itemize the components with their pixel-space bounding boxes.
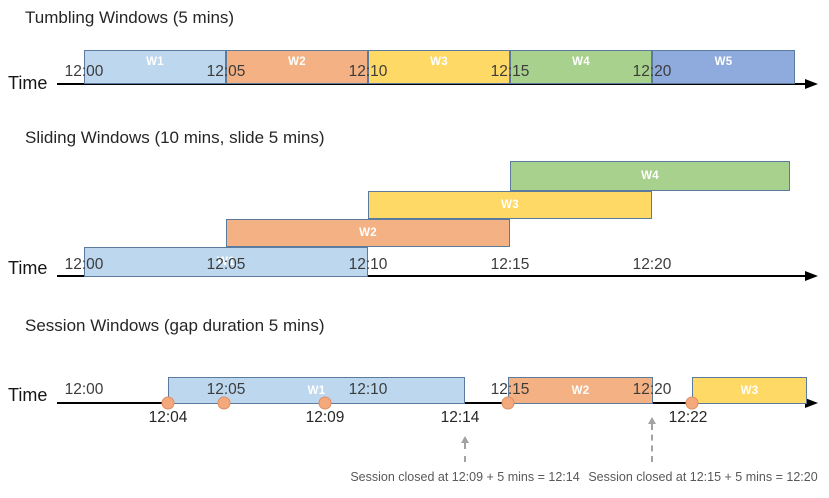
- sliding-tick-12-20: 12:20: [632, 256, 672, 273]
- session-window-w3: W3: [692, 377, 807, 404]
- tumbling-window-w3: W3: [368, 50, 510, 84]
- sliding-window-w2: W2: [226, 219, 510, 247]
- sliding-tick-12-00: 12:00: [64, 256, 104, 273]
- tumbling-title: Tumbling Windows (5 mins): [25, 8, 235, 27]
- event-dot-12-15: [501, 396, 515, 410]
- window-label: W1: [146, 56, 164, 68]
- window-label: W1: [217, 256, 235, 268]
- arrow-up-head-icon: [648, 417, 656, 424]
- tumbling-tick-12-10: 12:10: [348, 63, 388, 80]
- sliding-tick-12-10: 12:10: [348, 256, 388, 273]
- sliding-axis-arrow-icon: [805, 271, 818, 281]
- tumbling-window-w1: W1: [84, 50, 226, 84]
- window-label: W5: [714, 56, 733, 68]
- event-dot-12-09: [318, 396, 332, 410]
- tumbling-tick-12-15: 12:15: [490, 63, 530, 80]
- session-time-axis-label: Time: [8, 385, 48, 405]
- session-close-arrow-2-icon: [648, 417, 656, 462]
- arrow-up-head-icon: [461, 436, 469, 443]
- session-title: Session Windows (gap duration 5 mins): [25, 316, 325, 335]
- session-close-arrow-1-icon: [461, 436, 469, 462]
- tumbling-tick-12-05: 12:05: [206, 63, 246, 80]
- window-label: W4: [641, 170, 659, 182]
- window-label: W2: [288, 56, 306, 68]
- session-window-w2: W2: [508, 377, 653, 404]
- tumbling-tick-12-20: 12:20: [632, 63, 672, 80]
- event-time-12-09: 12:09: [305, 409, 345, 426]
- sliding-time-axis-label: Time: [8, 258, 48, 278]
- sliding-title: Sliding Windows (10 mins, slide 5 mins): [25, 128, 325, 147]
- session-close-annotation-1: Session closed at 12:09 + 5 mins = 12:14: [350, 470, 580, 484]
- tumbling-time-axis: [57, 83, 805, 85]
- dashed-line: [464, 443, 466, 462]
- window-label: W3: [430, 56, 448, 68]
- tumbling-axis-arrow-icon: [805, 79, 818, 89]
- event-time-12-04: 12:04: [148, 409, 188, 426]
- session-tick-12-05: 12:05: [206, 381, 246, 398]
- event-dot-12-22: [685, 396, 699, 410]
- sliding-window-w3: W3: [368, 191, 652, 219]
- window-label: W1: [307, 384, 326, 397]
- session-close-annotation-2: Session closed at 12:15 + 5 mins = 12:20: [588, 470, 818, 484]
- sliding-time-axis: [57, 275, 805, 277]
- event-dot-12-04: [161, 396, 175, 410]
- session-tick-12-00: 12:00: [64, 381, 104, 398]
- window-label: W2: [359, 227, 377, 239]
- window-label: W3: [740, 384, 759, 397]
- session-axis-arrow-icon: [805, 398, 818, 408]
- session-close-time-12-14: 12:14: [440, 409, 480, 426]
- window-label: W3: [501, 199, 519, 211]
- window-label: W2: [571, 384, 590, 397]
- session-tick-12-15: 12:15: [490, 381, 530, 398]
- sliding-tick-12-05: 12:05: [206, 256, 246, 273]
- tumbling-window-w5: W5: [652, 50, 795, 84]
- session-tick-12-10: 12:10: [348, 381, 388, 398]
- tumbling-tick-12-00: 12:00: [64, 63, 104, 80]
- sliding-window-w4: W4: [510, 161, 790, 191]
- sliding-window-w1: W1: [84, 247, 368, 277]
- event-dot-12-05: [217, 396, 231, 410]
- tumbling-window-w4: W4: [510, 50, 652, 84]
- event-time-12-22: 12:22: [668, 409, 708, 426]
- tumbling-time-axis-label: Time: [8, 73, 48, 93]
- window-label: W4: [572, 56, 590, 68]
- dashed-line: [651, 424, 653, 462]
- session-tick-12-20: 12:20: [632, 381, 672, 398]
- sliding-tick-12-15: 12:15: [490, 256, 530, 273]
- tumbling-window-w2: W2: [226, 50, 368, 84]
